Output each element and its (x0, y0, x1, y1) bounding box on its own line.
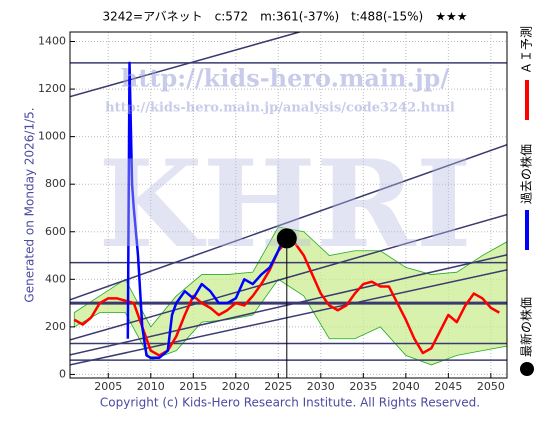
legend-label: 過去の株価 (519, 144, 534, 204)
plot-frame (69, 31, 508, 379)
x-tick-label: 2040 (392, 380, 420, 393)
trend-line (70, 32, 300, 98)
side-label: Generated on Monday 2026/1/5. (23, 107, 37, 302)
x-tick-label: 2010 (137, 380, 165, 393)
x-tick-label: 2030 (307, 380, 335, 393)
x-tick-label: 2005 (94, 380, 122, 393)
trend-line (70, 144, 507, 301)
chart-title: 3242=アバネット c:572 m:361(-37%) t:488(-15%)… (103, 10, 468, 24)
y-tick-label: 400 (45, 272, 66, 285)
x-tick-label: 2020 (222, 380, 250, 393)
latest-point (276, 228, 297, 249)
plot (70, 32, 507, 378)
series-line (126, 61, 287, 360)
x-tick-label: 2015 (179, 380, 207, 393)
watermark: KHRI (98, 134, 472, 275)
x-tick-label: 2035 (349, 380, 377, 393)
y-tick-label: 600 (45, 225, 66, 238)
x-tick-label: 2025 (264, 380, 292, 393)
footer: Copyright (c) Kids-Hero Research Institu… (100, 396, 480, 410)
legend-swatch (520, 362, 534, 376)
legend-label: 最新の株価 (519, 297, 534, 357)
x-tick-label: 2045 (434, 380, 462, 393)
watermark: http://kids-hero.main.jp/analysis/code32… (105, 101, 455, 116)
y-tick-label: 200 (45, 320, 66, 333)
y-tick-label: 1400 (38, 35, 66, 48)
trend-line (70, 269, 507, 366)
prediction-band (73, 226, 507, 366)
y-tick-label: 800 (45, 177, 66, 190)
y-tick-label: 1000 (38, 130, 66, 143)
y-tick-label: 1200 (38, 82, 66, 95)
y-tick-label: 0 (59, 367, 66, 380)
watermark: http://kids-hero.main.jp/ (121, 64, 449, 93)
x-tick-label: 2050 (477, 380, 505, 393)
legend-label: ＡＩ予測 (520, 26, 534, 74)
